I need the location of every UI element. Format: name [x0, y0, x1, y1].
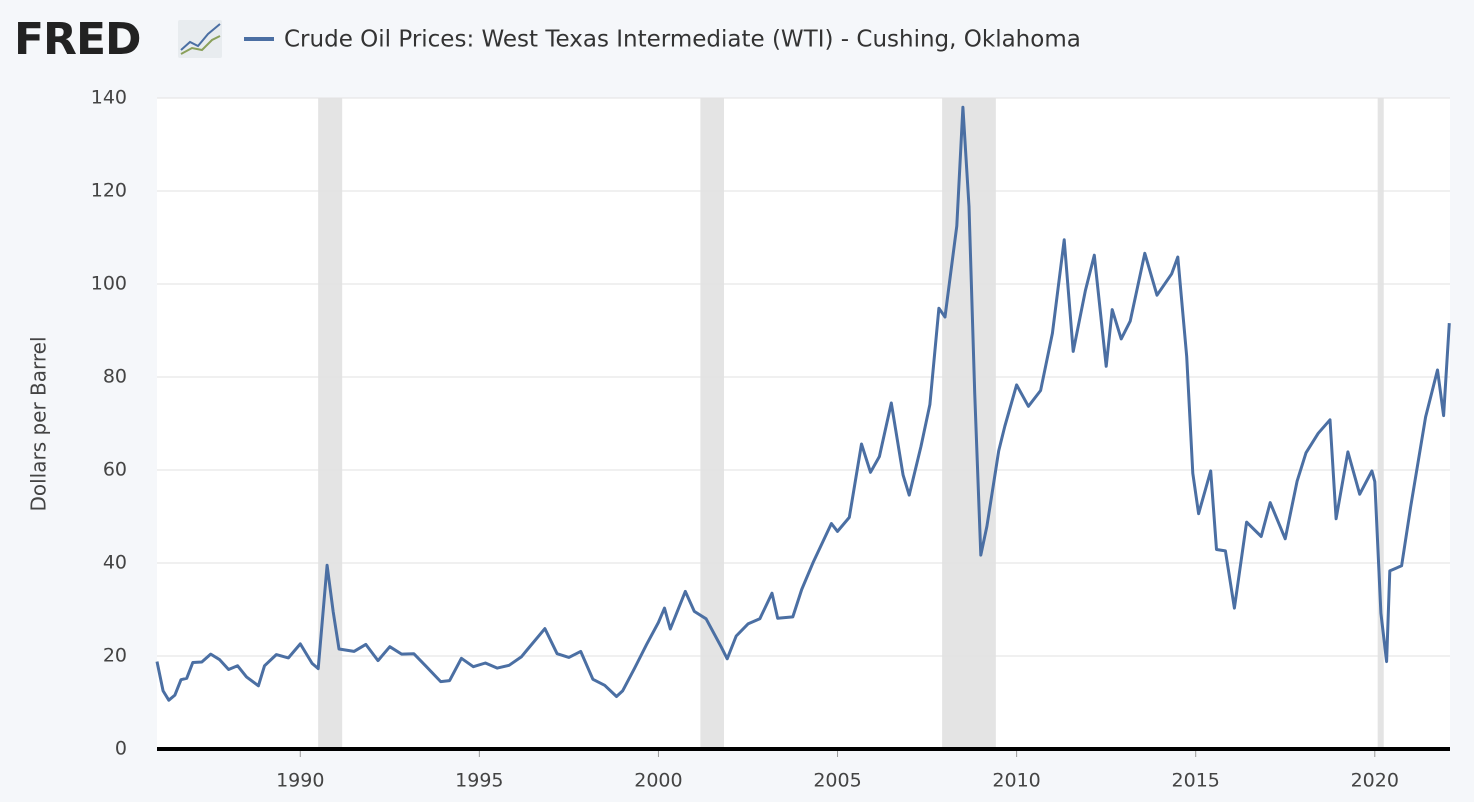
y-tick-label: 80: [103, 366, 127, 388]
y-tick-label: 120: [91, 180, 127, 202]
x-tick-label: 2000: [634, 770, 682, 792]
y-tick-label: 0: [115, 738, 127, 760]
y-axis-label: Dollars per Barrel: [27, 336, 51, 511]
logo: FRED: [14, 14, 141, 65]
recession-band: [700, 98, 724, 749]
data-line: [155, 105, 1451, 702]
y-tick-label: 140: [91, 87, 127, 109]
plot-area: [157, 98, 1450, 749]
x-tick-label: 2005: [813, 770, 861, 792]
y-tick-label: 20: [103, 645, 127, 667]
recession-band: [318, 98, 343, 749]
chart-title: Crude Oil Prices: West Texas Intermediat…: [284, 27, 1081, 53]
y-tick-label: 40: [103, 552, 127, 574]
recession-band: [1377, 98, 1384, 749]
x-tick-label: 2020: [1351, 770, 1399, 792]
x-tick-label: 1990: [276, 770, 324, 792]
logo-icon: [178, 20, 222, 58]
x-tick-label: 2010: [992, 770, 1040, 792]
y-tick-label: 60: [103, 459, 127, 481]
y-tick-label: 100: [91, 273, 127, 295]
x-tick-label: 2015: [1172, 770, 1220, 792]
x-tick-label: 1995: [455, 770, 503, 792]
